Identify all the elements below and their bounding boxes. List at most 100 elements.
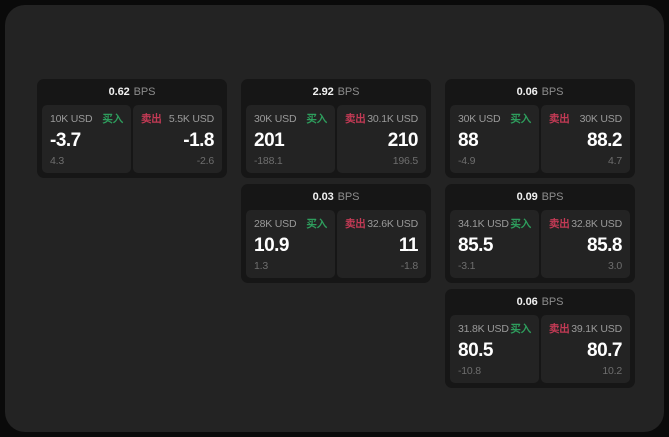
sell-price: 80.7 — [587, 339, 622, 361]
sell-price: 11 — [398, 234, 419, 256]
sell-side-top: 卖出 30K USD — [549, 113, 622, 125]
buy-side-panel[interactable]: 30K USD 买入 88 -4.9 — [450, 105, 539, 173]
spread-card[interactable]: 0.03 BPS 28K USD 买入 10.9 1.3 卖出 32.6K US… — [241, 184, 431, 283]
sell-size-label: 32.6K USD — [367, 217, 418, 230]
buy-side-top: 10K USD 买入 — [50, 113, 123, 125]
sell-side-top: 卖出 32.8K USD — [549, 218, 622, 230]
buy-delta: -3.1 — [458, 259, 476, 272]
card-header: 0.06 BPS — [450, 84, 630, 101]
card-header: 0.62 BPS — [42, 84, 222, 101]
buy-delta: -10.8 — [458, 364, 481, 377]
spread-card[interactable]: 0.06 BPS 31.8K USD 买入 80.5 -10.8 卖出 39.1… — [445, 289, 635, 388]
bps-value: 2.92 — [312, 86, 334, 98]
sell-side-panel[interactable]: 卖出 39.1K USD 80.7 10.2 — [541, 315, 630, 383]
buy-delta: -4.9 — [458, 154, 476, 167]
card-body: 31.8K USD 买入 80.5 -10.8 卖出 39.1K USD 80.… — [450, 315, 630, 383]
spread-card[interactable]: 0.06 BPS 30K USD 买入 88 -4.9 卖出 30K USD — [445, 79, 635, 178]
buy-side-panel[interactable]: 34.1K USD 买入 85.5 -3.1 — [450, 210, 539, 278]
buy-size-label: 28K USD — [254, 217, 297, 230]
buy-size-label: 30K USD — [254, 112, 297, 125]
sell-price: 88.2 — [587, 129, 622, 151]
bps-unit-label: BPS — [541, 86, 564, 98]
buy-price: 80.5 — [458, 339, 493, 361]
bps-value: 0.03 — [312, 191, 334, 203]
buy-size-label: 30K USD — [458, 112, 501, 125]
sell-side-panel[interactable]: 卖出 5.5K USD -1.8 -2.6 — [133, 105, 222, 173]
buy-action-tag: 买入 — [510, 217, 531, 230]
buy-side-top: 28K USD 买入 — [254, 218, 327, 230]
sell-side-top: 卖出 5.5K USD — [141, 113, 214, 125]
sell-size-label: 30.1K USD — [367, 112, 418, 125]
bps-value: 0.06 — [516, 86, 538, 98]
card-body: 34.1K USD 买入 85.5 -3.1 卖出 32.8K USD 85.8… — [450, 210, 630, 278]
sell-side-top: 卖出 39.1K USD — [549, 323, 622, 335]
sell-price: 210 — [387, 129, 419, 151]
buy-side-panel[interactable]: 28K USD 买入 10.9 1.3 — [246, 210, 335, 278]
sell-delta: -2.6 — [196, 154, 214, 167]
sell-delta: -1.8 — [400, 259, 418, 272]
sell-side-top: 卖出 30.1K USD — [345, 113, 418, 125]
buy-size-label: 31.8K USD — [458, 322, 509, 335]
spread-card[interactable]: 2.92 BPS 30K USD 买入 201 -188.1 卖出 30.1K … — [241, 79, 431, 178]
buy-side-panel[interactable]: 31.8K USD 买入 80.5 -10.8 — [450, 315, 539, 383]
bps-value: 0.09 — [516, 191, 538, 203]
buy-action-tag: 买入 — [306, 112, 327, 125]
buy-side-top: 30K USD 买入 — [458, 113, 531, 125]
sell-size-label: 39.1K USD — [571, 322, 622, 335]
card-body: 28K USD 买入 10.9 1.3 卖出 32.6K USD 11 -1.8 — [246, 210, 426, 278]
buy-price: 10.9 — [254, 234, 289, 256]
buy-size-label: 10K USD — [50, 112, 93, 125]
card-body: 30K USD 买入 88 -4.9 卖出 30K USD 88.2 4.7 — [450, 105, 630, 173]
buy-price: 88 — [458, 129, 479, 151]
buy-action-tag: 买入 — [510, 112, 531, 125]
sell-size-label: 30K USD — [579, 112, 623, 125]
sell-delta: 3.0 — [608, 259, 622, 272]
sell-price: -1.8 — [183, 129, 214, 151]
card-header: 0.06 BPS — [450, 294, 630, 311]
sell-delta: 4.7 — [608, 154, 622, 167]
buy-price: -3.7 — [50, 129, 81, 151]
buy-price: 85.5 — [458, 234, 493, 256]
sell-action-tag: 卖出 — [345, 112, 366, 125]
card-header: 0.09 BPS — [450, 189, 630, 206]
buy-action-tag: 买入 — [102, 112, 123, 125]
sell-action-tag: 卖出 — [549, 217, 570, 230]
buy-action-tag: 买入 — [306, 217, 327, 230]
card-body: 30K USD 买入 201 -188.1 卖出 30.1K USD 210 1… — [246, 105, 426, 173]
buy-side-panel[interactable]: 10K USD 买入 -3.7 4.3 — [42, 105, 131, 173]
sell-side-top: 卖出 32.6K USD — [345, 218, 418, 230]
buy-side-panel[interactable]: 30K USD 买入 201 -188.1 — [246, 105, 335, 173]
sell-side-panel[interactable]: 卖出 30K USD 88.2 4.7 — [541, 105, 630, 173]
sell-delta: 10.2 — [602, 364, 622, 377]
sell-action-tag: 卖出 — [549, 112, 570, 125]
buy-size-label: 34.1K USD — [458, 217, 509, 230]
buy-delta: 4.3 — [50, 154, 64, 167]
bps-value: 0.06 — [516, 296, 538, 308]
sell-side-panel[interactable]: 卖出 32.8K USD 85.8 3.0 — [541, 210, 630, 278]
sell-price: 85.8 — [587, 234, 622, 256]
bps-value: 0.62 — [108, 86, 130, 98]
card-body: 10K USD 买入 -3.7 4.3 卖出 5.5K USD -1.8 -2.… — [42, 105, 222, 173]
sell-size-label: 32.8K USD — [571, 217, 622, 230]
bps-unit-label: BPS — [541, 191, 564, 203]
sell-action-tag: 卖出 — [549, 322, 570, 335]
card-header: 0.03 BPS — [246, 189, 426, 206]
buy-side-top: 34.1K USD 买入 — [458, 218, 531, 230]
buy-delta: -188.1 — [254, 154, 283, 167]
card-header: 2.92 BPS — [246, 84, 426, 101]
sell-side-panel[interactable]: 卖出 30.1K USD 210 196.5 — [337, 105, 426, 173]
bps-unit-label: BPS — [541, 296, 564, 308]
spread-card[interactable]: 0.09 BPS 34.1K USD 买入 85.5 -3.1 卖出 32.8K… — [445, 184, 635, 283]
bps-unit-label: BPS — [337, 191, 360, 203]
buy-action-tag: 买入 — [510, 322, 531, 335]
buy-delta: 1.3 — [254, 259, 268, 272]
sell-side-panel[interactable]: 卖出 32.6K USD 11 -1.8 — [337, 210, 426, 278]
buy-price: 201 — [254, 129, 285, 151]
buy-side-top: 31.8K USD 买入 — [458, 323, 531, 335]
sell-action-tag: 卖出 — [141, 112, 162, 125]
buy-side-top: 30K USD 买入 — [254, 113, 327, 125]
spread-card[interactable]: 0.62 BPS 10K USD 买入 -3.7 4.3 卖出 5.5K USD — [37, 79, 227, 178]
bps-unit-label: BPS — [337, 86, 360, 98]
sell-delta: 196.5 — [392, 154, 418, 167]
